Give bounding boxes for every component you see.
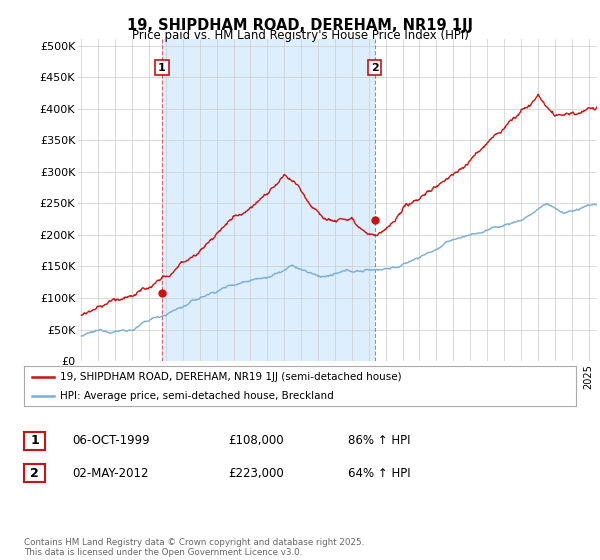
Text: £223,000: £223,000 bbox=[228, 466, 284, 480]
Text: 2: 2 bbox=[30, 466, 39, 480]
Text: Price paid vs. HM Land Registry's House Price Index (HPI): Price paid vs. HM Land Registry's House … bbox=[131, 29, 469, 42]
Text: 19, SHIPDHAM ROAD, DEREHAM, NR19 1JJ (semi-detached house): 19, SHIPDHAM ROAD, DEREHAM, NR19 1JJ (se… bbox=[60, 372, 401, 381]
Text: 02-MAY-2012: 02-MAY-2012 bbox=[72, 466, 149, 480]
Text: 1: 1 bbox=[158, 63, 166, 73]
Text: Contains HM Land Registry data © Crown copyright and database right 2025.
This d: Contains HM Land Registry data © Crown c… bbox=[24, 538, 364, 557]
Text: £108,000: £108,000 bbox=[228, 434, 284, 447]
Text: 19, SHIPDHAM ROAD, DEREHAM, NR19 1JJ: 19, SHIPDHAM ROAD, DEREHAM, NR19 1JJ bbox=[127, 18, 473, 33]
Text: 86% ↑ HPI: 86% ↑ HPI bbox=[348, 434, 410, 447]
Text: HPI: Average price, semi-detached house, Breckland: HPI: Average price, semi-detached house,… bbox=[60, 391, 334, 401]
Bar bbox=[162, 39, 374, 361]
Text: 06-OCT-1999: 06-OCT-1999 bbox=[72, 434, 149, 447]
Text: 2: 2 bbox=[371, 63, 379, 73]
Text: 64% ↑ HPI: 64% ↑ HPI bbox=[348, 466, 410, 480]
Text: 1: 1 bbox=[30, 434, 39, 447]
